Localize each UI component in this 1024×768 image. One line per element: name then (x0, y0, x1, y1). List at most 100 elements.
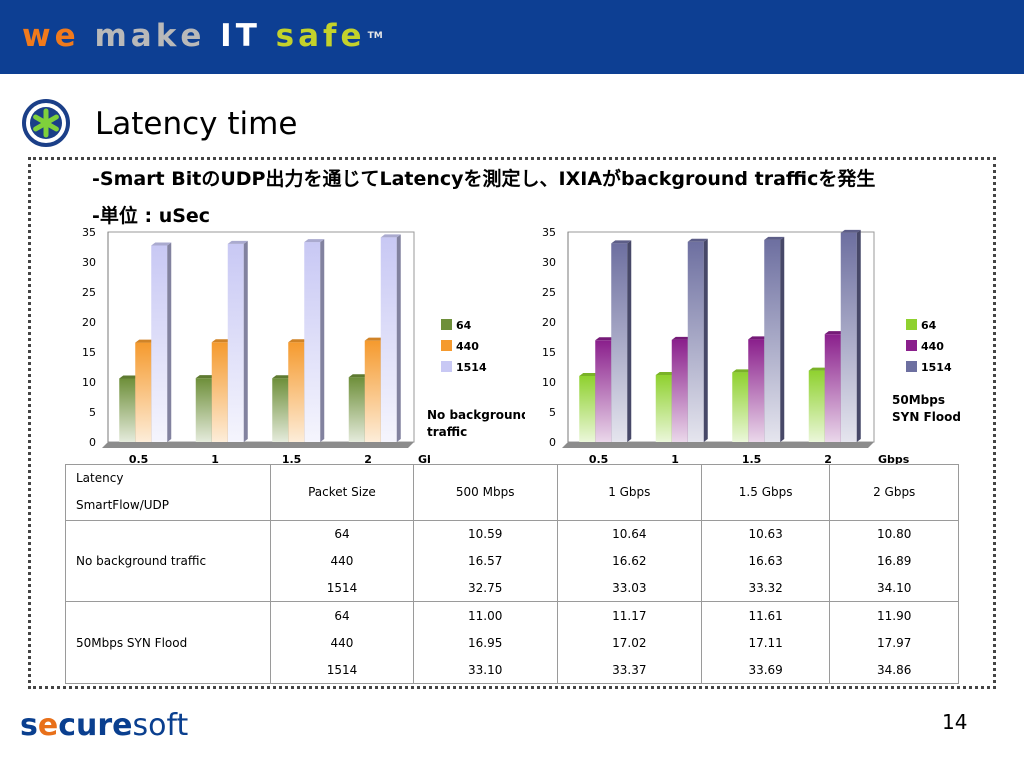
table-cell: 1514 (270, 656, 414, 685)
trademark-mark: TM (367, 31, 383, 41)
logo-part: e (37, 708, 59, 743)
logo-part: s (20, 708, 38, 743)
table-cell: 64 (270, 601, 414, 629)
x-tick-label: 0.5 (129, 453, 149, 466)
bar-side (243, 240, 248, 442)
logo-part: soft (132, 708, 189, 743)
bar (151, 245, 168, 442)
bar-top (304, 239, 325, 243)
bar (272, 378, 289, 442)
y-tick-label: 30 (82, 256, 96, 269)
bar (227, 243, 244, 442)
logo-letter: a (130, 18, 156, 54)
bar-top (595, 337, 616, 341)
legend-swatch (441, 319, 452, 330)
bar-top (135, 339, 156, 343)
bar (135, 342, 152, 442)
table-cell: 33.32 (700, 574, 831, 603)
logo-letter: I (220, 18, 236, 54)
legend-swatch (906, 319, 917, 330)
column-header: Packet Size (270, 464, 414, 521)
chart-annotation: SYN Flood (892, 410, 961, 424)
bar (671, 339, 688, 442)
bar (808, 370, 825, 442)
logo-letter (261, 18, 276, 54)
asterisk-logo-icon (22, 99, 70, 147)
y-tick-label: 35 (542, 226, 556, 239)
y-tick-label: 15 (542, 346, 556, 359)
bar (732, 372, 749, 442)
bar-side (780, 236, 785, 442)
latency-table: Latency SmartFlow/UDP Packet Size 500 Mbps 1… (64, 464, 959, 685)
bar-top (211, 339, 232, 343)
chart-annotation: No background (427, 408, 525, 422)
logo-letter: e (54, 18, 80, 54)
logo-letter: e (180, 18, 206, 54)
bar-top (380, 234, 401, 238)
bar (380, 237, 397, 442)
y-tick-label: 5 (549, 406, 556, 419)
bar-side (396, 234, 401, 442)
table-cell: 440 (270, 628, 414, 657)
table-cell: 16.57 (412, 547, 558, 575)
bar-top (227, 240, 248, 244)
legend-label: 1514 (456, 361, 487, 374)
table-cell: 17.02 (556, 628, 702, 657)
table-cell: 16.95 (412, 628, 558, 657)
bar-side (856, 229, 861, 442)
bar (364, 340, 381, 442)
bar (840, 232, 857, 442)
logo-letter: T (235, 18, 261, 54)
bar-top (824, 331, 845, 335)
logo-letter (80, 18, 95, 54)
bar (824, 334, 841, 442)
table-row: No background traffic 64 10.59 10.64 10.63 10… (64, 519, 959, 603)
table-cell: 32.75 (412, 574, 558, 603)
table-cell: 16.62 (556, 547, 702, 575)
logo-letter: s (275, 18, 299, 54)
bar-side (703, 238, 708, 442)
logo-letter: k (155, 18, 181, 54)
logo-letter: m (94, 18, 131, 54)
y-tick-label: 15 (82, 346, 96, 359)
column-header: 1.5 Gbps (700, 464, 831, 521)
bar (195, 378, 212, 442)
table-cell: 34.86 (829, 656, 959, 685)
table-cell: 16.63 (700, 547, 831, 575)
table-cell: 11.00 (412, 601, 558, 629)
logo-letter: f (323, 18, 341, 54)
table-cell: 10.80 (829, 519, 959, 548)
y-tick-label: 30 (542, 256, 556, 269)
legend-swatch (441, 340, 452, 351)
bar-top (732, 369, 753, 373)
chart-annotation: 50Mbps (892, 393, 945, 407)
table-row: 1514 32.75 33.03 33.32 34.10 (66, 574, 959, 603)
bar-side (320, 239, 325, 442)
logo-letter (205, 18, 220, 54)
bar-top (151, 242, 172, 246)
chart-annotation: traffic (427, 425, 467, 439)
bar-side (167, 242, 172, 442)
table-cell: 10.59 (412, 519, 558, 548)
securesoft-logo: securesoft (20, 708, 188, 743)
bar-top (764, 236, 785, 240)
x-tick-label: 1.5 (742, 453, 762, 466)
legend-label: 440 (456, 340, 479, 353)
logo-letter: w (22, 18, 55, 54)
table-cell: 17.97 (829, 628, 959, 657)
page-title: Latency time (95, 106, 298, 142)
x-tick-label: 2 (824, 453, 832, 466)
bar (655, 374, 672, 442)
y-tick-label: 10 (542, 376, 556, 389)
table-cell: 64 (270, 519, 414, 548)
legend-label: 64 (921, 319, 937, 332)
y-tick-label: 35 (82, 226, 96, 239)
bar-top (611, 240, 632, 244)
table-cell: 33.37 (556, 656, 702, 685)
x-tick-label: 1 (211, 453, 219, 466)
y-tick-label: 0 (549, 436, 556, 449)
header-left-line: Latency (76, 471, 124, 486)
